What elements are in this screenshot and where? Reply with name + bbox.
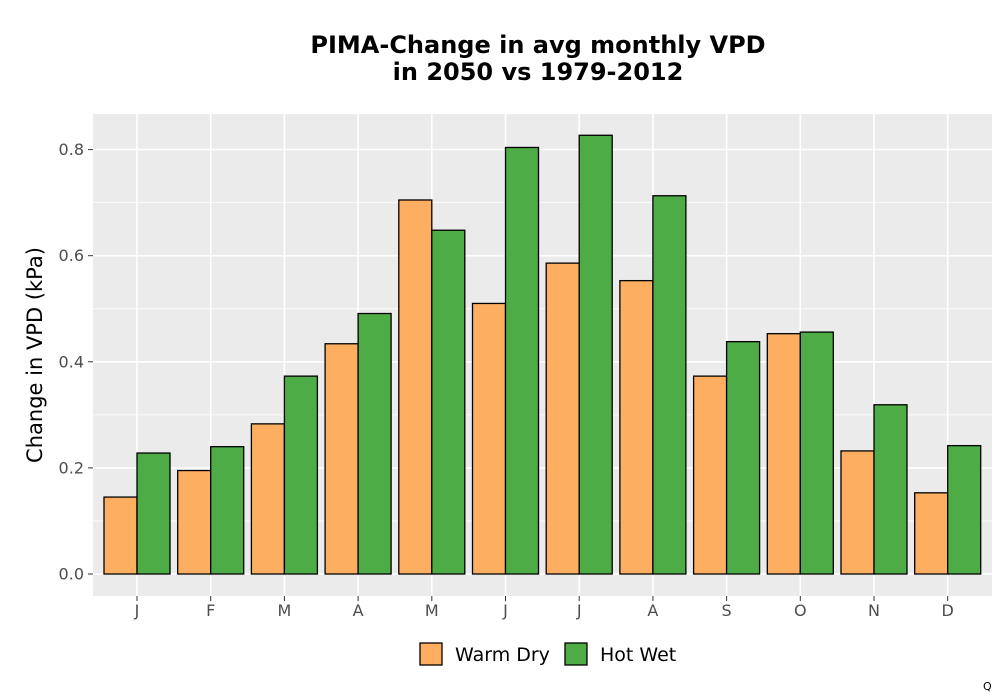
x-tick-label: A (647, 601, 658, 620)
x-tick-label: O (794, 601, 807, 620)
bar-hot-wet (725, 340, 761, 575)
bar-hot-wet (947, 444, 982, 575)
bar-hot-wet (210, 446, 245, 575)
y-tick-label: 0.6 (59, 246, 84, 265)
bar-hot-wet (283, 375, 319, 575)
y-tick-label: 0.4 (59, 352, 84, 371)
bar-warm-dry (692, 375, 728, 575)
chart-title-line-1: PIMA-Change in avg monthly VPD (310, 31, 766, 59)
bar-hot-wet (357, 312, 392, 575)
bar-warm-dry (324, 343, 359, 575)
y-tick-label: 0.2 (59, 458, 84, 477)
bar-warm-dry (619, 279, 654, 575)
y-tick-label: 0.0 (59, 565, 84, 584)
x-tick-label: N (868, 601, 880, 620)
bar-warm-dry (545, 262, 580, 575)
legend-label-warm-dry: Warm Dry (455, 644, 550, 666)
y-axis-label: Change in VPD (kPa) (23, 247, 47, 463)
y-axis: 0.0 0.2 0.4 0.6 0.8 (59, 140, 93, 584)
bar-hot-wet (799, 331, 834, 575)
x-tick-label: M (277, 601, 291, 620)
bar-hot-wet (431, 229, 466, 575)
bar-hot-wet (578, 134, 613, 575)
bar-warm-dry (398, 199, 433, 575)
bar-warm-dry (840, 450, 875, 575)
x-tick-label: M (425, 601, 439, 620)
x-tick-label: A (353, 601, 364, 620)
legend-swatch-hot-wet (564, 642, 588, 666)
x-tick-label: J (502, 601, 508, 620)
chart-title-line-2: in 2050 vs 1979-2012 (392, 58, 684, 86)
bar-warm-dry (914, 492, 949, 575)
legend-swatch-warm-dry (419, 642, 443, 666)
chart-title: PIMA-Change in avg monthly VPD in 2050 v… (0, 32, 1000, 86)
bar-hot-wet (136, 452, 171, 575)
x-tick-label: J (134, 601, 140, 620)
bar-hot-wet (873, 404, 908, 575)
bar-warm-dry (177, 469, 212, 575)
bar-warm-dry (766, 333, 801, 575)
bar-warm-dry (103, 496, 138, 575)
x-tick-label: S (722, 601, 732, 620)
y-tick-label: 0.8 (59, 140, 84, 159)
bar-warm-dry (250, 423, 286, 575)
legend-label-hot-wet: Hot Wet (600, 644, 676, 666)
bar-hot-wet (652, 195, 687, 575)
legend: Warm Dry Hot Wet (419, 642, 676, 666)
x-tick-label: J (576, 601, 582, 620)
bars (103, 134, 982, 575)
corner-glyph: Q (983, 680, 992, 693)
x-tick-label: D (942, 601, 954, 620)
bar-hot-wet (504, 146, 540, 575)
x-tick-label: F (206, 601, 215, 620)
bar-warm-dry (471, 302, 507, 575)
